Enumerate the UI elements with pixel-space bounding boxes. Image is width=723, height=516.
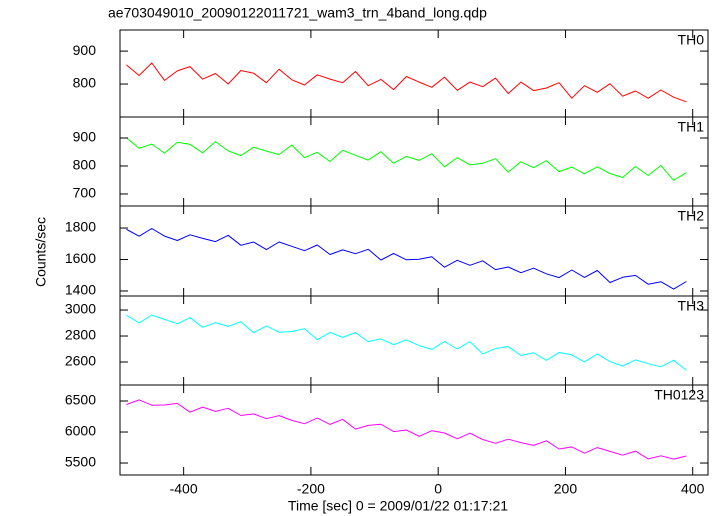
y-tick-label: 3000 [65, 301, 96, 317]
x-tick-label: 200 [554, 481, 578, 497]
data-line [126, 137, 687, 181]
y-tick-label: 1600 [65, 250, 96, 266]
y-tick-label: 1800 [65, 219, 96, 235]
panel-frame [119, 295, 709, 386]
y-tick-label: 6500 [65, 392, 96, 408]
chart-title: ae703049010_20090122011721_wam3_trn_4ban… [108, 5, 487, 21]
x-axis-label: Time [sec] 0 = 2009/01/22 01:17:21 [288, 498, 508, 514]
series-label: TH1 [678, 119, 705, 135]
data-line [126, 228, 687, 290]
y-tick-label: 2600 [65, 353, 96, 369]
data-line [126, 62, 687, 103]
y-tick-label: 900 [73, 42, 97, 58]
data-line [126, 399, 687, 460]
x-tick-label: -400 [170, 481, 198, 497]
panel-frame [119, 29, 709, 118]
panel-frame [119, 116, 709, 207]
y-tick-label: 5500 [65, 454, 96, 470]
y-tick-label: 1400 [65, 282, 96, 298]
y-tick-label: 6000 [65, 423, 96, 439]
y-tick-label: 800 [73, 157, 97, 173]
x-tick-label: 0 [434, 481, 442, 497]
series-label: TH3 [678, 298, 705, 314]
y-tick-label: 700 [73, 185, 97, 201]
data-line [126, 314, 687, 371]
x-tick-label: 400 [681, 481, 705, 497]
series-label: TH2 [678, 208, 705, 224]
y-axis-label: Counts/sec [33, 217, 49, 287]
y-tick-label: 800 [73, 75, 97, 91]
series-label: TH0 [678, 32, 705, 48]
panel-frame [119, 384, 709, 476]
y-tick-label: 900 [73, 129, 97, 145]
y-tick-label: 2800 [65, 327, 96, 343]
x-tick-label: -200 [297, 481, 325, 497]
series-label: TH0123 [654, 387, 704, 403]
panel-frame [119, 205, 709, 297]
